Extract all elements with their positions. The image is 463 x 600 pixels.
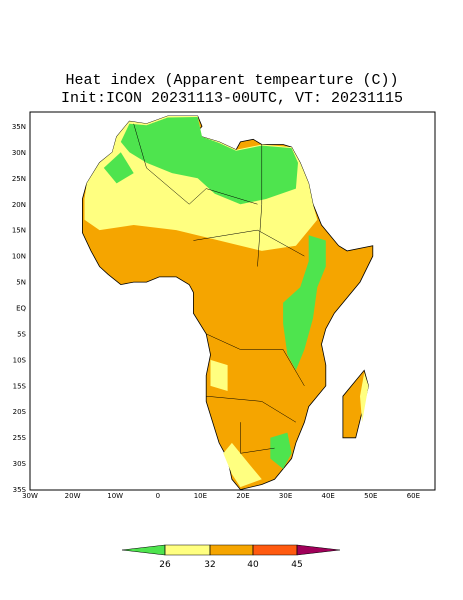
border	[133, 123, 258, 205]
lat-label: 30N	[12, 149, 26, 157]
lat-label: 20N	[12, 201, 26, 209]
madagascar-cool	[360, 372, 369, 423]
mild-zone-angola	[210, 359, 228, 391]
lat-label: 30S	[13, 460, 27, 468]
lon-label: 20E	[236, 492, 249, 500]
lon-label: 0	[156, 492, 160, 500]
colorbar-tick-label: 40	[247, 560, 259, 570]
lon-label: 30W	[22, 492, 38, 500]
lat-label: 25N	[12, 175, 26, 183]
colorbar-segment	[164, 544, 211, 556]
colorbar-tick-label: 32	[204, 560, 215, 570]
lat-label: 5S	[17, 330, 26, 338]
cool-zone	[120, 117, 298, 205]
border	[240, 422, 275, 454]
lon-label: 30E	[279, 492, 292, 500]
lat-label: 20S	[13, 408, 27, 416]
border	[193, 229, 305, 257]
colorbar-segment	[296, 544, 341, 556]
lat-label: 35N	[12, 123, 26, 131]
border	[257, 144, 263, 267]
lon-label: 10E	[194, 492, 207, 500]
lon-label: 10W	[107, 492, 123, 500]
lat-label: EQ	[16, 305, 26, 313]
lon-label: 40E	[322, 492, 335, 500]
colorbar-tick-label: 45	[291, 560, 302, 570]
lat-label: 15S	[13, 382, 27, 390]
map-frame	[29, 111, 436, 491]
lat-label: 10S	[13, 356, 27, 364]
colorbar-segment	[252, 544, 298, 556]
title-line-1: Heat index (Apparent tempearture (C))	[65, 72, 398, 89]
lat-label: 10N	[12, 253, 26, 261]
colorbar: 26 32 40 45	[121, 544, 341, 570]
lat-label: 5N	[16, 279, 26, 287]
mild-zone-south	[223, 442, 262, 488]
border	[206, 395, 297, 423]
colorbar-segment	[121, 544, 166, 556]
lat-label: 15N	[12, 227, 26, 235]
colorbar-tick-label: 26	[159, 560, 171, 570]
lon-label: 60E	[407, 492, 420, 500]
lon-label: 50E	[364, 492, 377, 500]
lat-label: 25S	[13, 434, 27, 442]
colorbar-segment	[209, 544, 254, 556]
lat-label: 35S	[13, 486, 27, 494]
title-line-2: Init:ICON 20231113-00UTC, VT: 20231115	[61, 90, 403, 107]
lon-label: 20W	[65, 492, 81, 500]
cool-zone-south	[270, 432, 292, 469]
border	[206, 333, 305, 387]
map	[30, 112, 435, 491]
cool-zone-east	[283, 235, 326, 371]
cool-zone-west	[103, 152, 134, 184]
